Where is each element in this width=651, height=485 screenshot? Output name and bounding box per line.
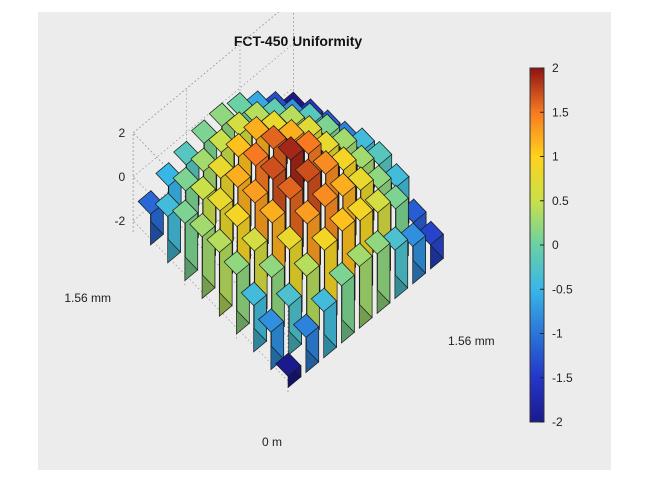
bar-top-face: [242, 142, 269, 167]
grid-line: [132, 220, 289, 382]
bar-top-face: [259, 199, 286, 224]
bar: [257, 307, 285, 371]
z-tick-label: -2: [115, 214, 126, 228]
chart-3d-bar-plot: FCT-450 Uniformity -2 0 2 1.56 mm 1.56 m…: [64, 12, 573, 449]
bar-top-face: [240, 281, 268, 307]
bar: [310, 287, 338, 359]
bar: [223, 250, 250, 335]
bar: [381, 225, 409, 300]
bar-top-face: [189, 212, 216, 238]
bar-top-face: [346, 196, 374, 222]
colorbar-ticks: 2 1.5 1 0.5 0 -0.5 -1 -1.5 -2: [540, 61, 573, 429]
bar-top-face: [294, 199, 321, 225]
y-axis-label: 1.56 mm: [64, 291, 111, 305]
bar-top-face: [364, 188, 392, 214]
bar-top-face: [329, 172, 357, 197]
figure-panel: FCT-450 Uniformity -2 0 2 1.56 mm 1.56 m…: [38, 12, 611, 470]
bar-top-face: [260, 125, 287, 150]
bar-top-face: [293, 252, 320, 277]
z-tick-label: 2: [119, 126, 126, 140]
bar-top-face: [346, 242, 373, 268]
bar: [240, 281, 268, 353]
bar-top-face: [310, 287, 338, 313]
x-axis-label-origin: 0 m: [262, 435, 282, 449]
bar: [275, 352, 302, 389]
bar-top-face: [223, 250, 250, 276]
colorbar-tick-label: 1: [552, 150, 559, 164]
bar-top-face: [224, 163, 252, 188]
axis-labels-group: -2 0 2 1.56 mm 1.56 mm 0 m: [64, 126, 494, 449]
bar-top-face: [276, 225, 303, 251]
bar-top-face: [241, 179, 269, 204]
colorbar-tick-label: 0.5: [552, 194, 569, 208]
bar-top-face: [206, 228, 233, 253]
bar-top-face: [171, 199, 199, 224]
bar-top-face: [292, 313, 320, 338]
colorbar-tick-label: -1: [552, 327, 563, 341]
bar-top-face: [311, 182, 339, 208]
bar-top-face: [189, 175, 217, 201]
bar-top-face: [277, 136, 304, 161]
bar: [189, 212, 216, 300]
chart-title: FCT-450 Uniformity: [234, 33, 363, 49]
bar: [399, 222, 427, 285]
bar-top-face: [328, 261, 355, 287]
grid-line: [132, 12, 280, 134]
bar-top-face: [257, 308, 285, 333]
colorbar-tick-label: 1.5: [552, 105, 569, 119]
colorbar-tick-label: -1.5: [552, 371, 573, 385]
bar: [417, 220, 444, 270]
bar-top-face: [311, 226, 338, 251]
bar: [364, 229, 391, 315]
bar: [171, 199, 199, 282]
bar-top-face: [258, 253, 285, 279]
bar: [293, 251, 320, 341]
colorbar-tick-label: -2: [552, 415, 563, 429]
bar-top-face: [312, 150, 339, 175]
x-axis-label-far: 1.56 mm: [448, 334, 495, 348]
bar-top-face: [206, 187, 234, 212]
bar-top-face: [364, 230, 391, 255]
bar-top-face: [275, 352, 302, 377]
colorbar-tick-label: 0: [552, 238, 559, 252]
bar-top-face: [329, 207, 356, 232]
bar: [292, 313, 320, 374]
bar: [328, 261, 355, 344]
bar-top-face: [294, 158, 322, 183]
bar-top-face: [241, 227, 268, 252]
bar-top-face: [259, 155, 287, 180]
z-tick-label: 0: [119, 170, 126, 184]
colorbar-tick-label: -0.5: [552, 282, 573, 296]
colorbar-tick-label: 2: [552, 61, 559, 75]
bars-group: [137, 90, 444, 389]
bar: [346, 242, 373, 329]
bar: [137, 189, 164, 246]
bar-top-face: [276, 175, 304, 200]
bar-top-face: [275, 282, 303, 307]
bar-top-face: [224, 202, 251, 228]
